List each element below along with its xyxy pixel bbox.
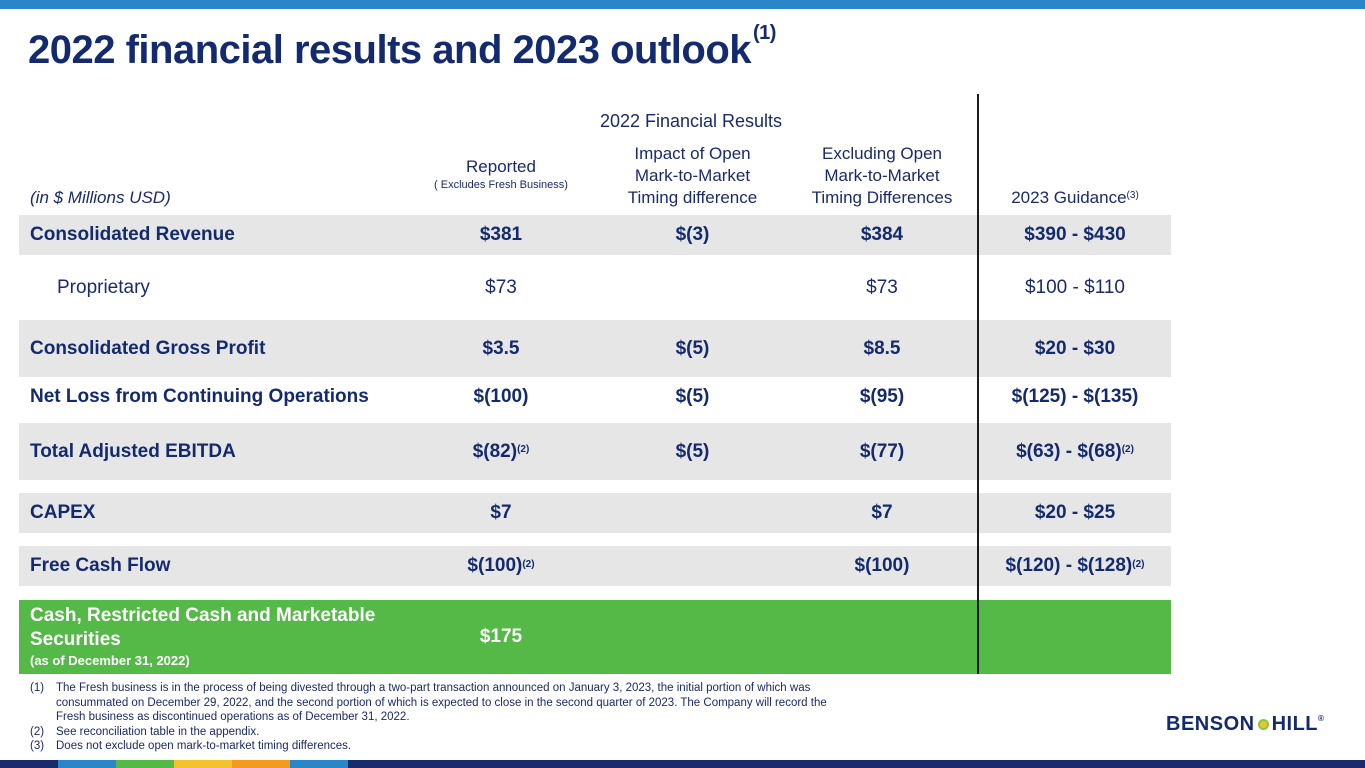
cell-reported: $(100) (2) bbox=[420, 546, 582, 586]
cell-guidance: $(63) - $(68) (2) bbox=[990, 423, 1160, 480]
cell-reported: $3.5 bbox=[482, 337, 520, 359]
row-label: Consolidated Gross Profit bbox=[30, 337, 266, 359]
header-excluding-line: Excluding Open bbox=[821, 144, 943, 163]
footnote-marker: (2) bbox=[517, 444, 530, 455]
footnotes: (1) The Fresh business is in the process … bbox=[30, 681, 830, 754]
cell-excluding: $(77) bbox=[859, 440, 905, 462]
cell-guidance: $20 - $25 bbox=[1034, 502, 1116, 523]
logo-word-right: HILL bbox=[1271, 713, 1319, 735]
logo-registered-mark: ® bbox=[1318, 714, 1325, 723]
header-impact-line: Mark-to-Market bbox=[634, 166, 751, 185]
header-reported-label: Reported bbox=[466, 157, 536, 176]
row-label-line: Cash, Restricted Cash and Marketable bbox=[30, 605, 376, 626]
cell-impact bbox=[605, 546, 780, 586]
cell-reported-value: $(82) bbox=[472, 440, 518, 462]
header-reported: Reported ( Excludes Fresh Business) bbox=[420, 156, 582, 192]
cell-guidance-value: $(63) - $(68) bbox=[1016, 440, 1122, 462]
footnote-marker: (2) bbox=[1121, 444, 1134, 455]
logo-dot-icon bbox=[1257, 719, 1269, 730]
row-label-line: Securities bbox=[30, 629, 121, 650]
table-row-adjusted-ebitda: Total Adjusted EBITDA $(82) (2) $(5) $(77… bbox=[19, 423, 1171, 480]
page-title-text: 2022 financial results and 2023 outlook bbox=[28, 28, 752, 72]
cell-guidance: $390 - $430 bbox=[1024, 224, 1126, 245]
cell-impact bbox=[605, 265, 780, 310]
row-label: CAPEX bbox=[30, 502, 96, 523]
header-impact-line: Timing difference bbox=[627, 188, 758, 207]
row-label: Cash, Restricted Cash and Marketable Sec… bbox=[30, 600, 430, 674]
table-row-revenue: Consolidated Revenue $381 $(3) $384 $390… bbox=[19, 215, 1171, 255]
header-impact: Impact of Open Mark-to-Market Timing dif… bbox=[605, 143, 780, 209]
header-guidance-label: 2023 Guidance bbox=[1011, 188, 1127, 207]
cell-guidance: $100 - $110 bbox=[1024, 276, 1125, 298]
row-label-sub: (as of December 31, 2022) bbox=[30, 653, 190, 668]
table-row-net-loss: Net Loss from Continuing Operations $(10… bbox=[19, 377, 1171, 417]
cell-excluding: $73 bbox=[866, 276, 898, 298]
cell-excluding: $384 bbox=[860, 224, 904, 245]
title-footnote-marker: (1) bbox=[753, 22, 776, 44]
cell-guidance: $(125) - $(135) bbox=[1011, 386, 1139, 407]
header-impact-line: Impact of Open bbox=[634, 144, 751, 163]
row-label: Proprietary bbox=[57, 276, 150, 298]
footnote-marker: (2) bbox=[1132, 558, 1145, 570]
cell-reported: $(82) (2) bbox=[420, 423, 582, 480]
footnote-text: Does not exclude open mark-to-market tim… bbox=[56, 740, 352, 752]
cell-guidance: $(120) - $(128) (2) bbox=[990, 546, 1160, 586]
cell-excluding: $(95) bbox=[859, 386, 905, 407]
table-row-gross-profit: Consolidated Gross Profit $3.5 $(5) $8.5… bbox=[19, 320, 1171, 377]
bottom-segment bbox=[0, 760, 58, 768]
bottom-segment bbox=[290, 760, 348, 768]
top-accent-bar bbox=[0, 0, 1365, 9]
header-units: (in $ Millions USD) bbox=[30, 188, 171, 207]
table-row-cash: Cash, Restricted Cash and Marketable Sec… bbox=[19, 600, 1171, 674]
table-row-capex: CAPEX $7 $7 $20 - $25 bbox=[19, 493, 1171, 533]
cell-reported: $175 bbox=[479, 626, 523, 647]
footnote-marker: (2) bbox=[522, 558, 535, 570]
cell-reported: $(100) bbox=[473, 386, 529, 407]
cell-excluding: $8.5 bbox=[863, 337, 901, 359]
header-excluding-line: Mark-to-Market bbox=[824, 166, 940, 185]
footnote: (3) Does not exclude open mark-to-market … bbox=[30, 739, 830, 754]
header-excluding: Excluding Open Mark-to-Market Timing Dif… bbox=[793, 143, 971, 209]
header-excluding-line: Timing Differences bbox=[811, 188, 953, 207]
header-reported-sub: ( Excludes Fresh Business) bbox=[434, 179, 568, 191]
cell-reported: $381 bbox=[479, 224, 523, 245]
bottom-segment bbox=[116, 760, 174, 768]
row-label: Net Loss from Continuing Operations bbox=[30, 386, 369, 407]
page-title: 2022 financial results and 2023 outlook(… bbox=[28, 22, 776, 73]
header-guidance-footnote: (3) bbox=[1126, 190, 1139, 201]
footnote-number: (1) bbox=[30, 682, 45, 694]
bottom-bar bbox=[0, 760, 1365, 768]
header-guidance: 2023 Guidance(3) bbox=[990, 187, 1160, 209]
bottom-segment bbox=[232, 760, 290, 768]
cell-reported: $73 bbox=[485, 276, 517, 298]
cell-reported-value: $(100) bbox=[467, 555, 523, 576]
table-row-free-cash-flow: Free Cash Flow $(100) (2) $(100) $(120) -… bbox=[19, 546, 1171, 586]
row-label: Free Cash Flow bbox=[30, 555, 171, 576]
cell-guidance-value: $(120) - $(128) bbox=[1005, 555, 1133, 576]
footnote-number: (3) bbox=[30, 740, 45, 752]
cell-impact: $(3) bbox=[675, 224, 710, 245]
footnote-number: (2) bbox=[30, 725, 45, 738]
cell-guidance: $20 - $30 bbox=[1034, 337, 1116, 359]
row-label: Consolidated Revenue bbox=[30, 224, 235, 245]
logo-word-left: BENSON bbox=[1166, 713, 1255, 735]
cell-impact: $(5) bbox=[675, 386, 710, 407]
cell-impact: $(5) bbox=[675, 440, 710, 462]
footnote-text: See reconciliation table in the appendix… bbox=[56, 725, 260, 738]
row-label: Total Adjusted EBITDA bbox=[30, 440, 236, 462]
guidance-divider-line bbox=[977, 94, 979, 674]
cell-impact bbox=[605, 493, 780, 533]
cell-reported: $7 bbox=[490, 502, 512, 523]
cell-impact: $(5) bbox=[675, 337, 710, 359]
benson-hill-logo: BENSON HILL ® bbox=[1166, 713, 1324, 736]
footnote: (2) See reconciliation table in the appen… bbox=[30, 725, 830, 740]
footnote-text: The Fresh business is in the process of … bbox=[56, 682, 827, 723]
bottom-segment bbox=[174, 760, 232, 768]
bottom-segment bbox=[58, 760, 116, 768]
cell-excluding: $7 bbox=[871, 502, 893, 523]
header-2022-results: 2022 Financial Results bbox=[599, 111, 783, 131]
footnote: (1) The Fresh business is in the process … bbox=[30, 681, 830, 725]
table-row-proprietary: Proprietary $73 $73 $100 - $110 bbox=[19, 265, 1171, 310]
cell-excluding: $(100) bbox=[854, 555, 910, 576]
